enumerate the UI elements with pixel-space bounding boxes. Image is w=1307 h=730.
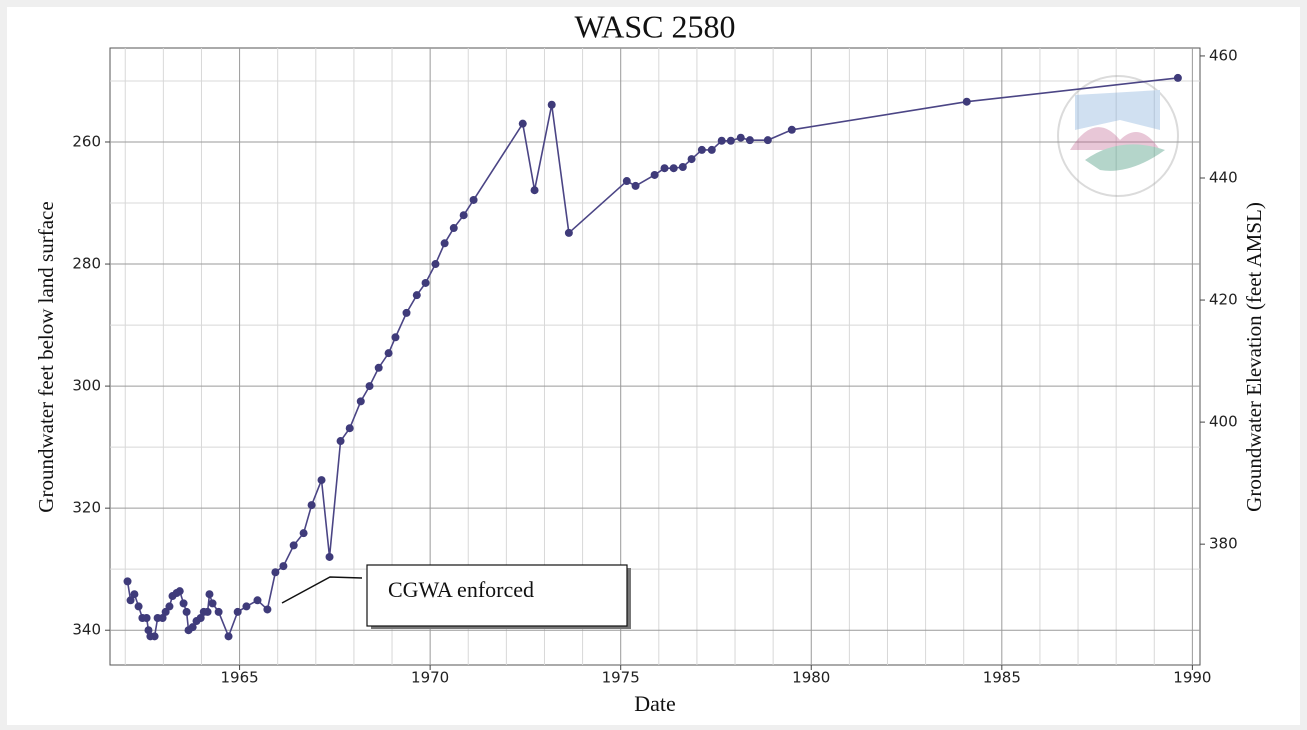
y-tick-label: 340 [72, 621, 101, 639]
data-point [214, 607, 223, 616]
data-point [1173, 73, 1182, 82]
data-point [165, 602, 174, 611]
data-point [253, 596, 262, 605]
data-point [678, 163, 687, 172]
logo-state [1075, 90, 1160, 130]
data-point [697, 145, 706, 154]
data-point [530, 186, 539, 195]
data-point [391, 333, 400, 342]
data-point [547, 100, 556, 109]
data-point [726, 136, 735, 145]
x-tick-label: 1980 [792, 669, 830, 687]
data-point [459, 211, 468, 220]
annotation-text: CGWA enforced [388, 577, 534, 602]
data-point [205, 590, 214, 599]
data-point [787, 125, 796, 134]
y2-tick-label: 400 [1209, 413, 1238, 431]
data-point [650, 170, 659, 179]
data-point [564, 228, 573, 237]
data-point [745, 136, 754, 145]
x-tick-label: 1965 [220, 669, 258, 687]
logo-ring [1057, 75, 1179, 197]
y-tick-label: 260 [72, 132, 101, 150]
data-point [317, 476, 326, 485]
data-point [449, 224, 458, 233]
chart-title: WASC 2580 [575, 8, 736, 44]
data-point [365, 382, 374, 391]
data-point [687, 155, 696, 164]
data-point [271, 568, 280, 577]
y-tick-label: 300 [72, 377, 101, 395]
y-tick-label: 280 [72, 255, 101, 273]
data-point [622, 177, 631, 186]
data-point [299, 529, 308, 538]
y-tick-label: 320 [72, 499, 101, 517]
data-point [717, 136, 726, 145]
y2-tick-label: 380 [1209, 535, 1238, 553]
data-point [325, 552, 334, 561]
data-point [402, 308, 411, 317]
x-axis-label: Date [634, 691, 676, 716]
x-tick-label: 1985 [983, 669, 1021, 687]
data-point [175, 587, 184, 596]
data-point [356, 397, 365, 406]
data-point [263, 605, 272, 614]
data-point [208, 599, 217, 608]
data-point [736, 133, 745, 142]
plot-area [109, 47, 1201, 666]
data-point [242, 602, 251, 611]
logo-river [1085, 144, 1165, 171]
data-point [123, 577, 132, 586]
annotation-box [366, 564, 628, 627]
data-point [518, 119, 527, 128]
data-point [196, 614, 205, 623]
data-point [289, 541, 298, 550]
watermark [1057, 75, 1179, 197]
data-point [307, 501, 316, 510]
y2-tick-label: 420 [1209, 291, 1238, 309]
data-point [182, 607, 191, 616]
y-axis-label: Groundwater feet below land surface [34, 201, 58, 512]
annotation-leader [281, 576, 363, 604]
x-tick-label: 1975 [602, 669, 640, 687]
data-point [336, 437, 345, 446]
grid [110, 48, 1200, 665]
data-point [144, 626, 153, 635]
y2-axis-label: Groundwater Elevation (feet AMSL) [1242, 202, 1266, 512]
data-point [669, 164, 678, 173]
data-point [412, 291, 421, 300]
data-point [440, 239, 449, 248]
data-point [126, 596, 135, 605]
data-point [345, 424, 354, 433]
y2-tick-label: 440 [1209, 168, 1238, 186]
data-point [421, 278, 430, 287]
data-point [203, 607, 212, 616]
data-point [233, 607, 242, 616]
x-tick-label: 1990 [1173, 669, 1211, 687]
data-point [707, 145, 716, 154]
x-tick-label: 1970 [411, 669, 449, 687]
y2-tick-label: 460 [1209, 46, 1238, 64]
data-point [469, 195, 478, 204]
data-point [130, 590, 139, 599]
logo-mountain [1070, 127, 1160, 150]
data-point [431, 260, 440, 269]
data-point [763, 136, 772, 145]
data-point [150, 632, 159, 641]
data-point [384, 349, 393, 358]
data-point [279, 562, 288, 571]
data-point [631, 181, 640, 190]
data-point [188, 623, 197, 632]
data-point [374, 363, 383, 372]
data-point [179, 599, 188, 608]
data-point [660, 164, 669, 173]
data-point [962, 97, 971, 106]
data-point [224, 632, 233, 641]
data-point [158, 614, 167, 623]
data-point [142, 614, 151, 623]
data-point [134, 602, 143, 611]
